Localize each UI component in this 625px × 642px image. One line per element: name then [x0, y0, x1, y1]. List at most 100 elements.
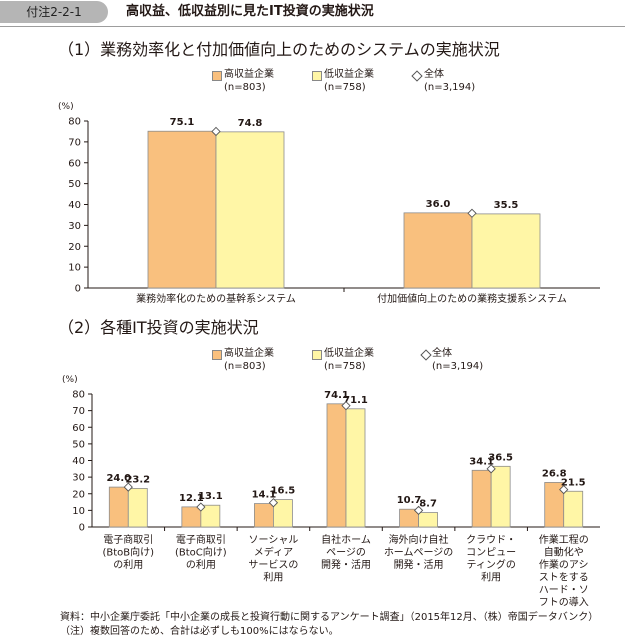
legend-swatch-high-2 — [212, 350, 222, 360]
data-label: 71.1 — [343, 395, 368, 406]
bar-low — [418, 512, 438, 528]
y-tick-label: 70 — [72, 406, 85, 417]
y-tick-label: 80 — [72, 390, 85, 401]
category-label: ページの — [326, 548, 366, 559]
legend-sub-overall-2: (n=3,194) — [432, 361, 484, 372]
category-label: クラウド・ — [466, 534, 516, 546]
bar-high — [254, 503, 274, 528]
data-label: 75.1 — [170, 117, 195, 128]
y-tick-label: 10 — [72, 506, 85, 517]
chart-1: (%) 0 10 20 30 40 50 60 70 80 75.1 74.8 業務効率化のための基幹系… — [58, 102, 600, 305]
bar-high — [471, 469, 492, 528]
y-tick-label: 20 — [72, 489, 85, 500]
category-label: ストをする — [539, 572, 589, 584]
data-label: 21.5 — [561, 477, 586, 488]
legend-label-high: 高収益企業 — [224, 69, 274, 80]
legend-label-high-2: 高収益企業 — [224, 348, 274, 359]
data-label: 36.5 — [488, 452, 513, 463]
category-label: 作業のアシ — [539, 558, 589, 571]
bar-high — [326, 403, 347, 528]
overall-marker — [559, 484, 569, 495]
overall-marker — [413, 505, 424, 516]
overall-marker — [467, 208, 477, 218]
legend-label-low-2: 低収益企業 — [324, 348, 374, 359]
y-tick-label: 0 — [79, 523, 85, 534]
legend-sub-low: (n=758) — [324, 82, 366, 93]
data-label: 74.8 — [238, 118, 263, 129]
bar-low — [215, 131, 285, 289]
category-label: の利用 — [186, 559, 216, 571]
bar-low — [490, 465, 511, 528]
y-tick-label: 70 — [68, 137, 81, 148]
category-label: 開発・活用 — [321, 558, 371, 571]
data-label: 34.1 — [469, 456, 494, 467]
figure-title: 高収益、低収益別に見たIT投資の実施状況 — [126, 4, 374, 19]
category-label: 利用 — [263, 572, 283, 584]
data-label: 14.1 — [252, 490, 277, 501]
data-label: 16.5 — [271, 486, 296, 497]
source-note: 資料：中小企業庁委託「中小企業の成長と投資行動に関するアンケート調査」（2015… — [60, 611, 598, 639]
y-tick-label: 40 — [72, 456, 85, 467]
y-axis-unit: (%) — [58, 102, 74, 112]
category-label: ソーシャル — [249, 535, 299, 546]
category-label: 電子商取引 — [103, 533, 153, 546]
bar-low — [127, 488, 148, 528]
source-line: 資料：中小企業庁委託「中小企業の成長と投資行動に関するアンケート調査」（2015… — [60, 612, 599, 623]
bar-high — [403, 212, 473, 289]
legend-label-low: 低収益企業 — [324, 69, 374, 80]
legend-sub-overall: (n=3,194) — [424, 82, 476, 93]
legend-swatch-low — [312, 71, 322, 81]
data-label: 8.7 — [419, 499, 437, 510]
overall-marker — [268, 498, 279, 508]
data-label: 74.1 — [324, 390, 349, 401]
overall-marker — [196, 502, 206, 512]
section1-title: （1）業務効率化と付加価値向上のためのシステムの実施状況 — [58, 40, 500, 59]
category-label: (BtoB向け) — [103, 546, 155, 559]
y-tick-label: 50 — [68, 179, 81, 190]
category-label: 自社ホーム — [321, 533, 371, 546]
category-label: ホームページの — [384, 547, 454, 559]
figure-header: 付注2-2-1 高収益、低収益別に見たIT投資の実施状況 — [0, 0, 625, 26]
category-label: 自動化や — [544, 546, 584, 559]
overall-marker — [486, 464, 496, 474]
category-label: ハード・ソ — [539, 585, 589, 596]
y-tick-label: 50 — [72, 439, 85, 450]
y-tick-label: 80 — [68, 117, 81, 128]
y-axis-unit: (%) — [62, 375, 78, 385]
legend-sub-high: (n=803) — [224, 82, 266, 93]
bar-high — [181, 506, 202, 528]
bar-low — [273, 499, 293, 528]
bar-low — [200, 504, 221, 528]
y-tick-label: 10 — [68, 263, 81, 274]
data-label: 13.1 — [198, 491, 223, 502]
overall-marker — [211, 126, 221, 137]
bar-low — [471, 213, 541, 289]
category-label: ティングの — [466, 558, 515, 571]
category-label: (BtoC向け) — [175, 546, 227, 559]
category-label: 電子商取引 — [176, 533, 226, 546]
data-label: 10.7 — [397, 495, 422, 506]
legend-label-overall: 全体 — [424, 69, 444, 80]
category-label: フトの導入 — [539, 596, 589, 609]
y-tick-label: 60 — [68, 158, 81, 169]
category-label: 付加価値向上のための業務支援系システム — [377, 292, 567, 305]
bar-low — [345, 408, 366, 528]
legend-sub-high-2: (n=803) — [224, 361, 266, 372]
category-label: の利用 — [113, 559, 143, 571]
bar-high — [147, 130, 217, 289]
y-tick-label: 0 — [75, 284, 81, 295]
data-label: 12.1 — [179, 493, 204, 504]
chart-2: (%)0102030405060708024.023.2電子商取引(BtoB向け… — [62, 375, 600, 609]
y-tick-label: 30 — [68, 221, 81, 232]
data-label: 23.2 — [125, 474, 150, 485]
legend-diamond-overall — [411, 70, 423, 82]
bar-low — [563, 490, 584, 528]
note-line: （注）複数回答のため、合計は必ずしも100%にはならない。 — [60, 626, 339, 637]
y-tick-label: 20 — [68, 242, 81, 253]
data-label: 26.8 — [542, 468, 567, 479]
legend-sub-low-2: (n=758) — [324, 361, 366, 372]
category-label: サービスの — [248, 559, 298, 571]
category-label: コンピュー — [466, 547, 516, 559]
figure-number-tag: 付注2-2-1 — [0, 1, 108, 23]
data-label: 36.0 — [426, 199, 451, 210]
